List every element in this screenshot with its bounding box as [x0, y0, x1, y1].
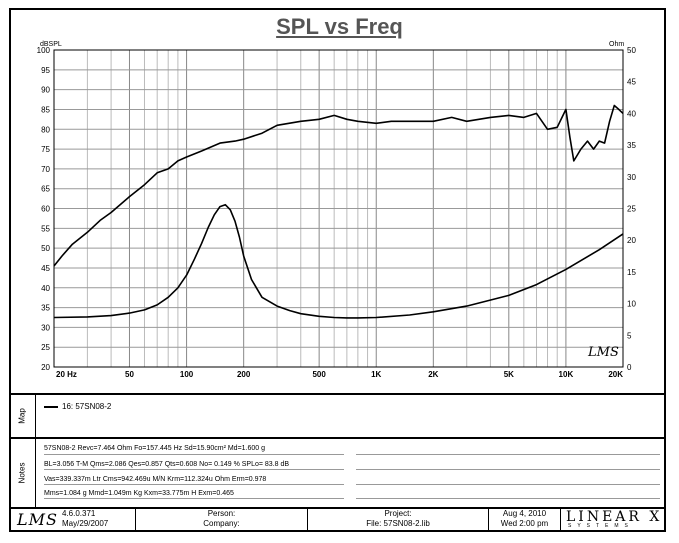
footer-time: Wed 2:00 pm: [500, 519, 549, 528]
map-entry-label: 16: 57SN08-2: [62, 402, 112, 411]
person-label: Person:: [207, 509, 236, 518]
y-left-tick-label: 40: [41, 284, 50, 293]
version-number: 4.6.0.371: [62, 509, 96, 518]
series-line-spl: [53, 104, 624, 267]
project-label: Project:: [384, 509, 412, 518]
note-rule: [44, 469, 344, 470]
footer-date: Aug 4, 2010: [502, 509, 547, 518]
map-tab: Map: [9, 395, 36, 437]
note-line-4: Mms=1.084 g Mmd=1.049m Kg Kxm=33.775m H …: [44, 490, 234, 497]
x-tick-label: 100: [180, 370, 194, 379]
y-left-tick-label: 25: [41, 343, 50, 352]
x-tick-label: 2K: [428, 370, 438, 379]
map-tab-label: Map: [17, 408, 27, 424]
series-line-impedance: [53, 203, 624, 319]
y-right-axis-label: Ohm: [609, 41, 624, 48]
x-tick-label: 500: [312, 370, 326, 379]
y-left-tick-label: 90: [41, 86, 50, 95]
note-line-3: Vas=339.337m Ltr Cms=942.469u M/N Krm=11…: [44, 476, 267, 483]
note-rule: [356, 498, 660, 499]
y-left-tick-label: 70: [41, 165, 50, 174]
x-tick-label: 5K: [504, 370, 514, 379]
notes-tab: Notes: [9, 439, 36, 507]
y-left-tick-label: 80: [41, 125, 50, 134]
note-rule: [356, 469, 660, 470]
notes-panel: [9, 437, 666, 507]
y-left-tick-label: 85: [41, 105, 50, 114]
lms-watermark: LMS: [588, 345, 619, 360]
y-left-tick-label: 20: [41, 363, 50, 372]
y-left-tick-label: 60: [41, 205, 50, 214]
spl-freq-plot: 20 25 30 35 40 45 50 55 60 65 70 75 80 85 90 95 100 0 5 10 1…: [37, 41, 637, 379]
x-tick-label: 20 Hz: [56, 370, 77, 379]
y-right-tick-label: 45: [627, 78, 636, 87]
person-cell: Person: Company:: [135, 507, 307, 532]
y-left-tick-label: 55: [41, 224, 50, 233]
y-left-tick-label: 45: [41, 264, 50, 273]
y-left-tick-label: 50: [41, 244, 50, 253]
y-right-tick-label: 50: [627, 46, 636, 55]
date-cell: Aug 4, 2010 Wed 2:00 pm: [488, 507, 560, 532]
x-tick-label: 200: [237, 370, 251, 379]
y-right-tick-label: 10: [627, 300, 636, 309]
y-left-axis-label: dBSPL: [40, 41, 62, 48]
chart-title: SPL vs Freq: [276, 14, 403, 39]
linearx-systems: SYSTEMS: [568, 523, 634, 529]
project-cell: Project: File: 57SN08-2.lib: [307, 507, 488, 532]
y-right-tick-label: 40: [627, 109, 636, 118]
map-entry: 16: 57SN08-2: [44, 402, 111, 411]
footer-bar: [9, 507, 666, 532]
note-line-2: BL=3.056 T-M Qms=2.086 Qes=0.857 Qts=0.6…: [44, 461, 290, 468]
note-rule: [356, 484, 660, 485]
note-rule: [44, 498, 344, 499]
y-left-tick-label: 75: [41, 145, 50, 154]
series-swatch: [44, 405, 58, 408]
x-tick-label: 50: [125, 370, 134, 379]
x-tick-label: 20K: [608, 370, 623, 379]
lms-logo: LMS: [17, 510, 58, 529]
y-left-tick-label: 65: [41, 185, 50, 194]
brand-cell: [560, 507, 666, 532]
chart-frame: [9, 8, 666, 532]
note-rule: [44, 484, 344, 485]
plot-border: [53, 49, 624, 368]
map-panel: [9, 393, 666, 437]
y-right-tick-label: 30: [627, 173, 636, 182]
version-info: 4.6.0.371 May/29/2007: [62, 509, 108, 529]
y-right-tick-label: 15: [627, 268, 636, 277]
version-date: May/29/2007: [62, 519, 109, 528]
y-right-tick-label: 20: [627, 236, 636, 245]
y-left-tick-label: 95: [41, 66, 50, 75]
y-right-tick-label: 35: [627, 141, 636, 150]
y-right-tick-label: 25: [627, 205, 636, 214]
note-line-1: 57SN08-2 Revc=7.464 Ohm Fo=157.445 Hz Sd…: [44, 445, 266, 452]
note-rule: [44, 454, 344, 455]
notes-tab-label: Notes: [17, 462, 27, 484]
y-left-tick-label: 35: [41, 304, 50, 313]
linearx-logo: LINEAR X: [566, 509, 663, 525]
y-left-tick-label: 100: [37, 46, 51, 55]
note-rule: [356, 454, 660, 455]
company-label: Company:: [203, 519, 240, 528]
y-right-tick-label: 0: [627, 363, 632, 372]
y-left-tick-label: 30: [41, 323, 50, 332]
file-label: File: 57SN08-2.lib: [366, 519, 430, 528]
x-tick-label: 10K: [559, 370, 574, 379]
y-right-tick-label: 5: [627, 331, 632, 340]
x-tick-label: 1K: [371, 370, 381, 379]
